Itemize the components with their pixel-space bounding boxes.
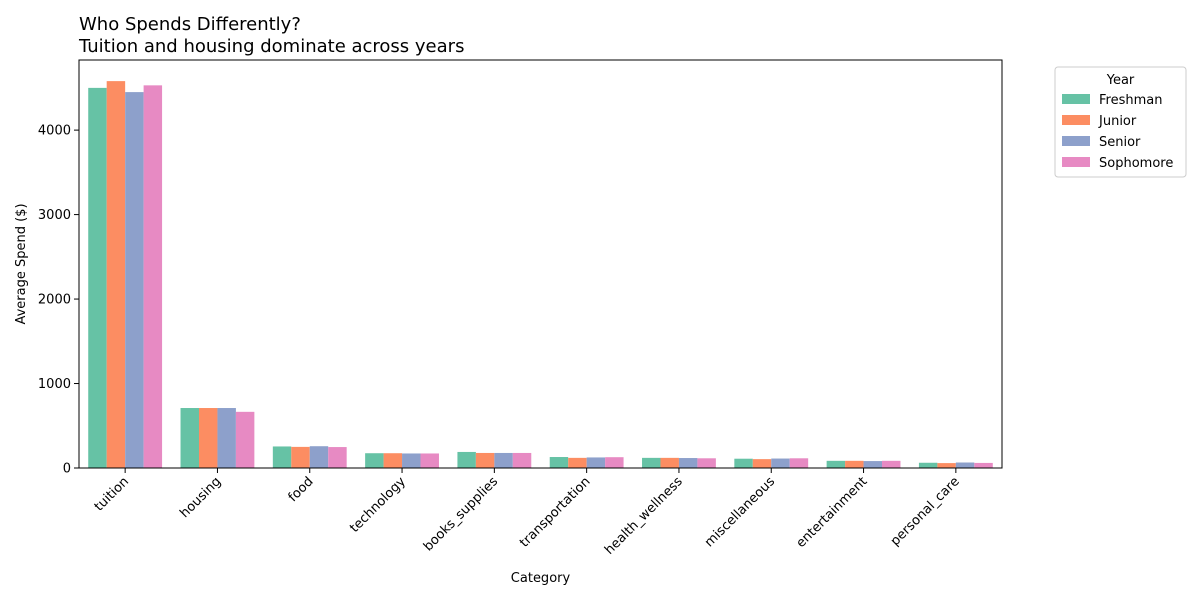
- y-tick-label: 3000: [38, 208, 71, 223]
- bar-books_supplies-sophomore: [512, 452, 532, 468]
- legend: Year Freshman Junior Senior Sophomore: [1054, 66, 1187, 178]
- bar-books_supplies-junior: [475, 452, 495, 468]
- bar-food-freshman: [272, 446, 292, 468]
- bar-tuition-senior: [125, 92, 144, 468]
- bar-miscellaneous-sophomore: [789, 458, 809, 468]
- bar-transportation-sophomore: [605, 457, 624, 468]
- bar-food-senior: [309, 446, 329, 468]
- y-tick-label: 4000: [38, 124, 71, 139]
- x-tick-label-housing: housing: [177, 474, 224, 521]
- x-tick-label-health_wellness: health_wellness: [602, 474, 686, 558]
- legend-label-sophomore: Sophomore: [1099, 156, 1173, 171]
- bar-entertainment-freshman: [826, 460, 846, 468]
- bar-personal_care-freshman: [918, 462, 938, 468]
- x-axis-label: Category: [511, 571, 571, 586]
- bar-miscellaneous-senior: [771, 458, 790, 468]
- legend-swatch-freshman: [1062, 94, 1090, 104]
- bar-health_wellness-senior: [678, 458, 698, 468]
- bar-entertainment-sophomore: [882, 460, 901, 468]
- bar-housing-junior: [198, 408, 218, 468]
- bar-personal_care-sophomore: [974, 462, 993, 468]
- bar-health_wellness-sophomore: [697, 458, 716, 468]
- y-tick-label: 0: [63, 462, 71, 477]
- x-tick-label-tuition: tuition: [92, 474, 132, 514]
- x-tick-label-entertainment: entertainment: [794, 474, 871, 551]
- legend-label-freshman: Freshman: [1099, 93, 1162, 108]
- bars-group: [88, 81, 993, 469]
- x-tick-label-technology: technology: [347, 474, 409, 536]
- legend-swatch-junior: [1062, 115, 1090, 125]
- bar-transportation-junior: [568, 457, 587, 468]
- bar-books_supplies-freshman: [457, 451, 476, 468]
- bar-technology-senior: [402, 453, 421, 468]
- bar-food-sophomore: [328, 447, 347, 468]
- bar-tuition-junior: [106, 81, 126, 469]
- bar-miscellaneous-freshman: [734, 458, 753, 468]
- bar-transportation-senior: [586, 457, 606, 468]
- y-tick-label: 2000: [38, 293, 71, 308]
- bar-housing-sophomore: [235, 411, 255, 468]
- bar-transportation-freshman: [549, 457, 569, 468]
- legend-swatch-senior: [1062, 136, 1090, 146]
- bar-personal_care-senior: [955, 462, 975, 468]
- bar-personal_care-junior: [937, 463, 956, 468]
- bar-technology-sophomore: [420, 453, 439, 468]
- x-tick-label-miscellaneous: miscellaneous: [702, 474, 778, 550]
- bar-health_wellness-junior: [660, 457, 679, 468]
- y-axis-label: Average Spend ($): [14, 203, 29, 324]
- bar-food-junior: [291, 446, 310, 468]
- x-tick-label-food: food: [286, 474, 317, 505]
- bar-books_supplies-senior: [494, 452, 513, 468]
- legend-label-junior: Junior: [1098, 114, 1137, 129]
- chart-subtitle: Tuition and housing dominate across year…: [78, 36, 464, 57]
- legend-title: Year: [1106, 73, 1135, 88]
- bar-entertainment-junior: [845, 460, 864, 468]
- x-tick-label-transportation: transportation: [517, 474, 593, 550]
- y-axis: 0 1000 2000 3000 4000: [38, 124, 79, 477]
- bar-miscellaneous-junior: [752, 459, 772, 468]
- bar-technology-junior: [383, 453, 403, 468]
- bar-tuition-sophomore: [143, 85, 163, 468]
- chart-title: Who Spends Differently?: [79, 14, 301, 35]
- bar-entertainment-senior: [863, 461, 883, 468]
- legend-label-senior: Senior: [1099, 135, 1141, 150]
- x-axis: tuition housing food technology books_suppli…: [92, 468, 963, 558]
- plot-area-frame: [78, 59, 1003, 469]
- x-tick-label-personal_care: personal_care: [888, 474, 963, 549]
- bar-technology-freshman: [365, 453, 384, 468]
- bar-housing-senior: [217, 408, 236, 468]
- x-tick-label-books_supplies: books_supplies: [421, 474, 501, 554]
- legend-swatch-sophomore: [1062, 157, 1090, 167]
- bar-health_wellness-freshman: [642, 457, 661, 468]
- bar-tuition-freshman: [88, 87, 107, 468]
- bar-housing-freshman: [180, 408, 199, 468]
- y-tick-label: 1000: [38, 377, 71, 392]
